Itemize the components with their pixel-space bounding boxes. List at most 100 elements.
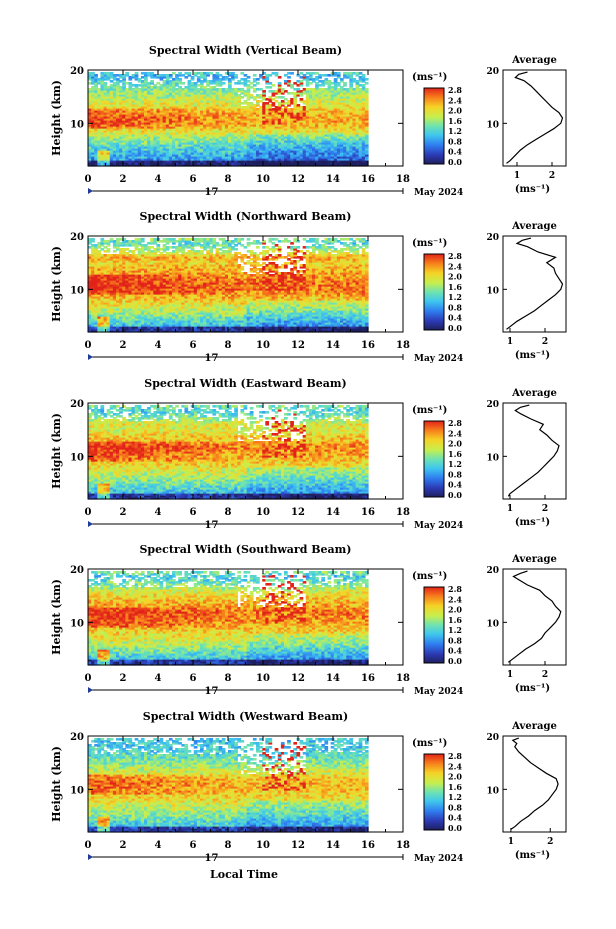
heatmap-cell [168, 158, 173, 161]
heatmap-cell [221, 144, 226, 147]
heatmap-cell [206, 142, 210, 145]
heatmap-cell [277, 162, 282, 165]
heatmap-cell [175, 138, 179, 141]
heatmap-cell [355, 138, 360, 141]
heatmap-cell [187, 148, 192, 151]
heatmap-cell [321, 158, 326, 161]
heatmap-cell [228, 164, 232, 167]
heatmap-cell [324, 140, 329, 143]
heatmap-cell [265, 162, 270, 165]
heatmap-cell [125, 126, 130, 129]
heatmap-cell [268, 128, 273, 131]
heatmap-cell [190, 126, 195, 129]
heatmap-cell [190, 124, 195, 127]
heatmap-cell [116, 152, 120, 155]
heatmap-cell [299, 164, 304, 167]
heatmap-cell [240, 88, 245, 91]
heatmap-cell [271, 158, 276, 161]
heatmap-cell [178, 128, 182, 131]
heatmap-cell [209, 164, 214, 167]
heatmap-cell [234, 124, 238, 127]
heatmap-cell [206, 156, 210, 159]
heatmap-cell [187, 72, 192, 75]
heatmap-cell [277, 160, 282, 163]
y-tick-label: 20 [70, 66, 84, 77]
heatmap-cell [231, 132, 235, 135]
heatmap-cell [190, 142, 195, 145]
heatmap-cell [358, 160, 363, 163]
heatmap-cell [315, 130, 319, 133]
heatmap-cell [178, 124, 182, 127]
heatmap-cell [256, 130, 260, 133]
heatmap-cell [361, 140, 366, 143]
panel-1: Spectral Width (Vertical Beam)Height (km… [50, 44, 567, 198]
heatmap-cell [212, 150, 217, 153]
heatmap-cell [302, 128, 307, 131]
heatmap-cell [340, 148, 344, 151]
heatmap-cell [346, 164, 350, 167]
heatmap-cell [122, 130, 126, 133]
heatmap-cell [287, 140, 291, 143]
heatmap-cells [88, 238, 369, 333]
heatmap-cell [259, 126, 263, 129]
heatmap-cell [162, 158, 167, 161]
heatmap-cell [302, 134, 307, 137]
heatmap-cell [100, 134, 105, 137]
heatmap-cell [240, 156, 245, 159]
heatmap-cell [346, 156, 350, 159]
heatmap-cell [156, 156, 161, 159]
heatmap-cell [162, 142, 167, 145]
heatmap-cell [259, 138, 263, 141]
heatmap-cell [88, 136, 92, 139]
heatmap-cell [140, 138, 145, 141]
heatmap-cell [364, 148, 369, 151]
heatmap-cell [168, 150, 173, 153]
heatmap-cell [209, 156, 214, 159]
heatmap-cell [97, 150, 102, 153]
heatmap-cell [274, 150, 279, 153]
heatmap-cell [355, 156, 360, 159]
heatmap-cell [252, 126, 257, 129]
heatmap-cell [187, 160, 192, 163]
heatmap-cell [336, 72, 341, 75]
heatmap-cell [268, 162, 273, 165]
heatmap-cell [336, 146, 341, 149]
heatmap-cell [137, 132, 142, 135]
heatmap-cell [100, 148, 105, 151]
heatmap-cell [128, 136, 133, 139]
heatmap-cell [190, 134, 195, 137]
heatmap-cell [109, 146, 114, 149]
heatmap-cell [296, 132, 301, 135]
heatmap-cell [147, 144, 151, 147]
heatmap-cell [346, 154, 350, 157]
heatmap-cell [116, 148, 120, 151]
heatmap-cell [106, 142, 111, 145]
heatmap-cell [206, 136, 210, 139]
heatmap-cell [349, 144, 354, 147]
heatmap-cell [91, 134, 95, 137]
heatmap-cell [265, 156, 270, 159]
heatmap-cell [193, 150, 198, 153]
heatmap-cell [262, 158, 266, 161]
heatmap-cell [187, 130, 192, 133]
heatmap-cell [190, 136, 195, 139]
heatmap-cell [237, 156, 242, 159]
heatmap-cell [147, 146, 151, 149]
heatmap-cell [206, 138, 210, 141]
heatmap-cell [156, 140, 161, 143]
heatmap-cell [333, 128, 338, 131]
heatmap-cell [215, 128, 220, 131]
heatmap-cell [284, 130, 288, 133]
heatmap-cell [271, 162, 276, 165]
heatmap-cell [203, 140, 207, 143]
heatmap-cell [190, 140, 195, 143]
heatmap-cell [312, 142, 316, 145]
heatmap-cell [137, 150, 142, 153]
heatmap-cell [100, 130, 105, 133]
heatmap-cell [122, 162, 126, 165]
heatmap-cell [100, 126, 105, 129]
heatmap-cell [259, 124, 263, 127]
heatmap-cell [109, 164, 114, 167]
day-label: 17 [205, 187, 219, 198]
heatmap-cell [200, 158, 204, 161]
